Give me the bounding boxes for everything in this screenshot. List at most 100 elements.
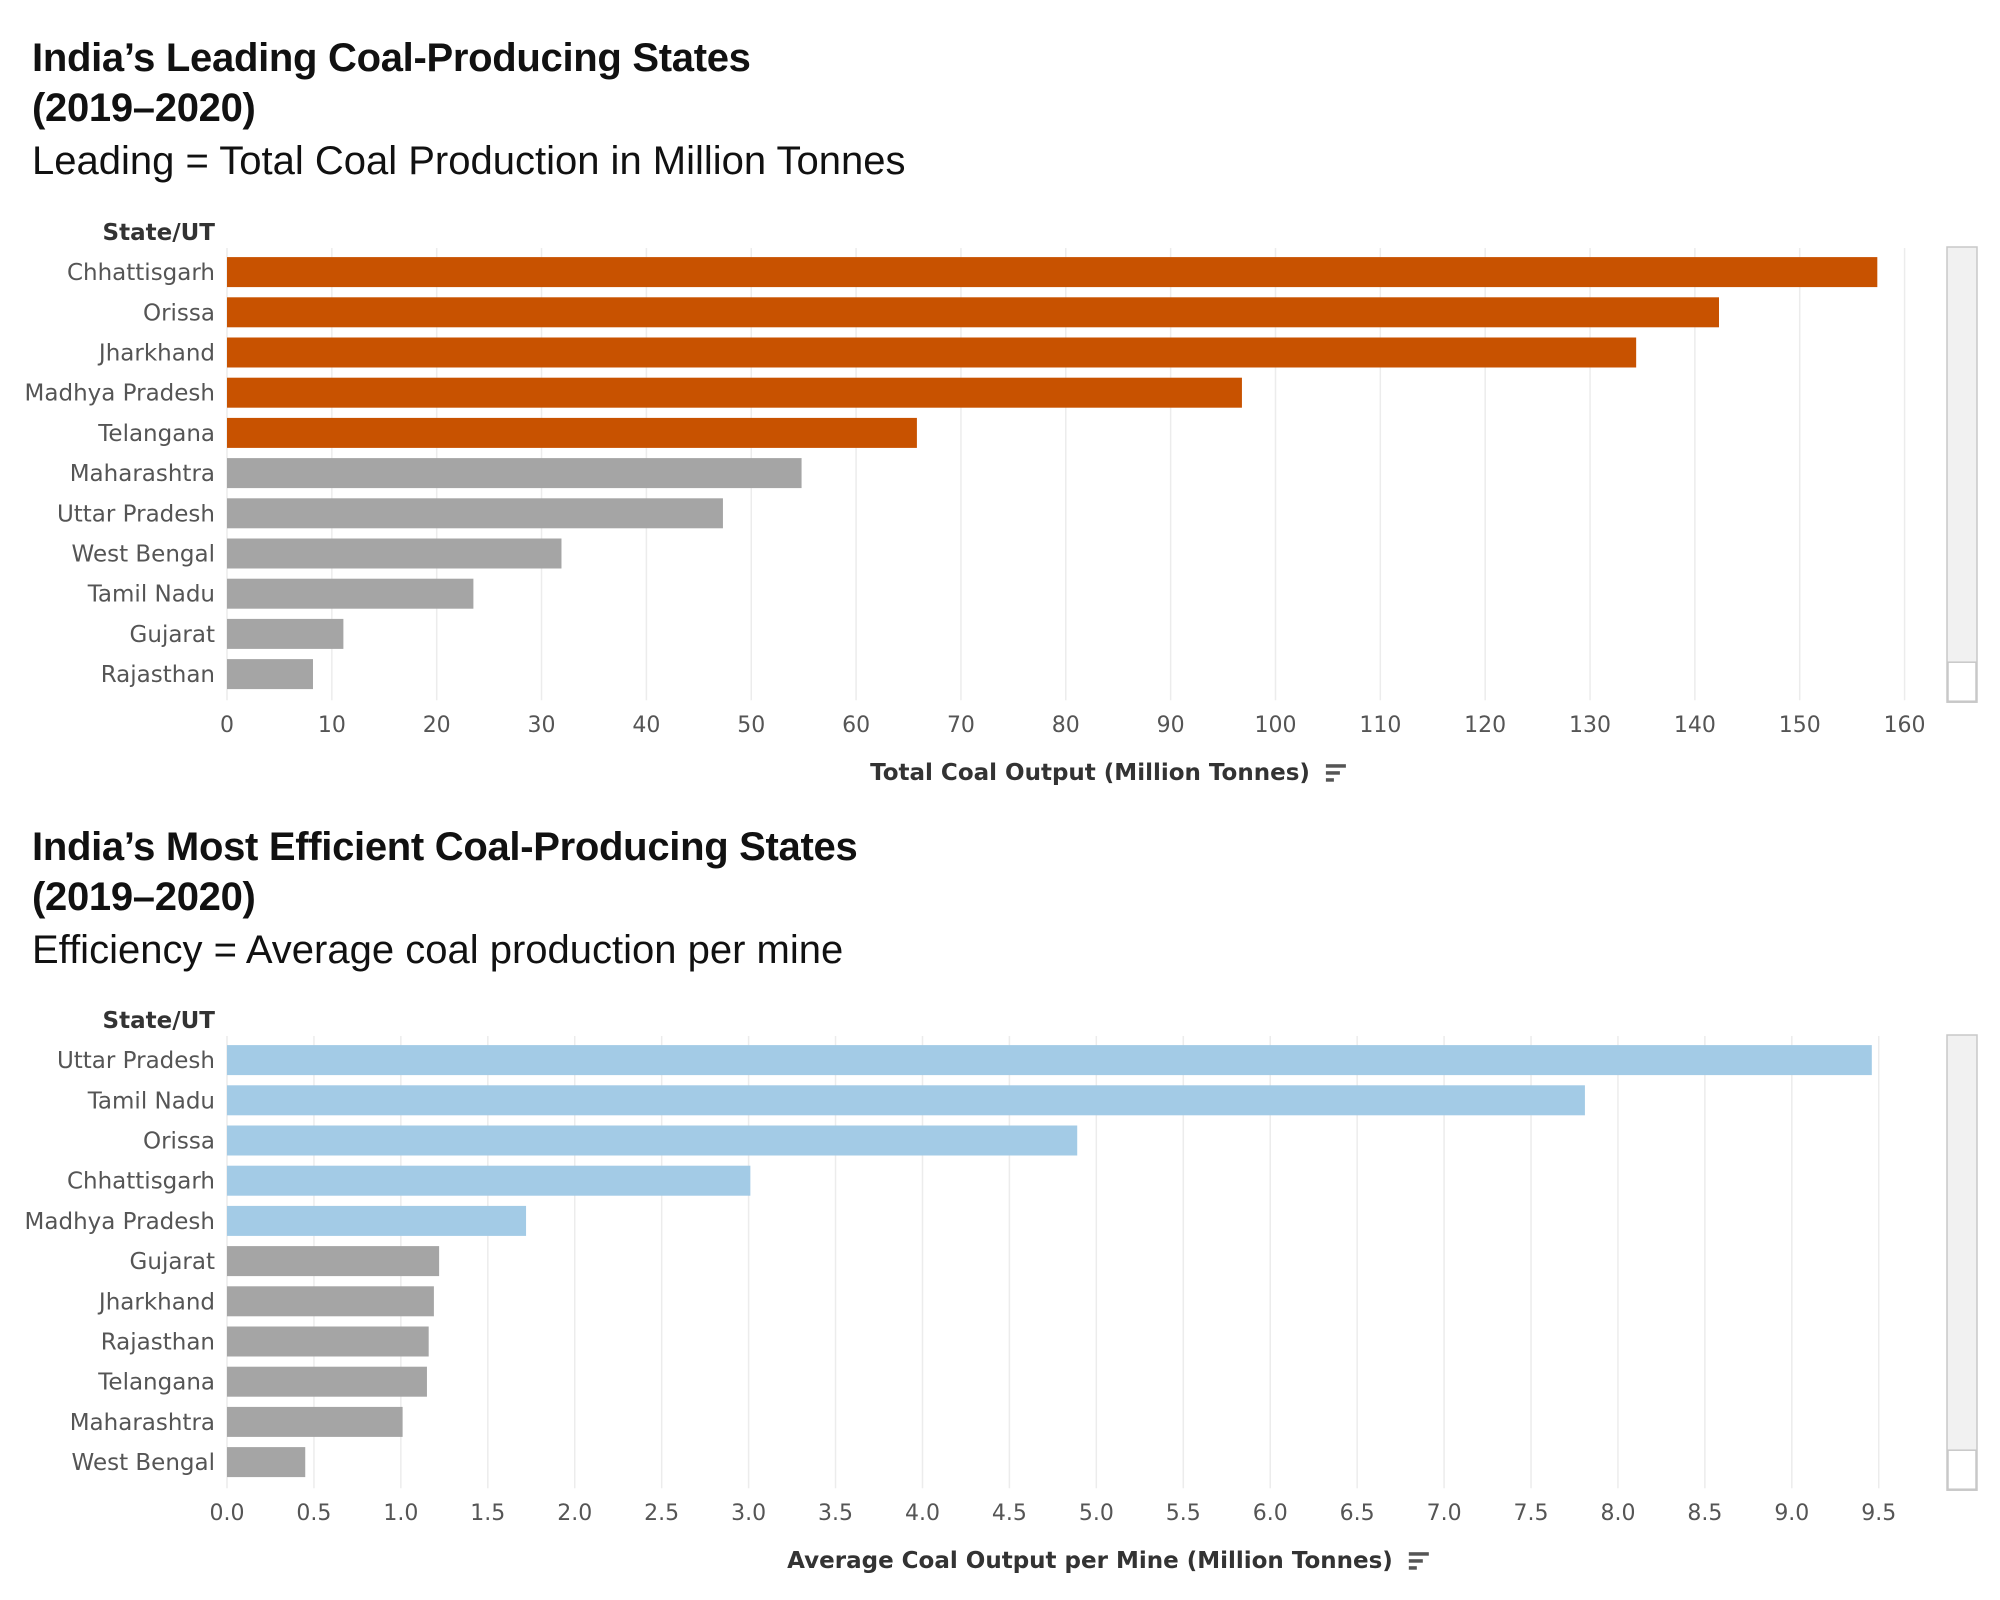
scrollbar-track[interactable]: [1946, 246, 1978, 703]
scrollbar-thumb[interactable]: [1947, 661, 1977, 702]
category-label: Uttar Pradesh: [57, 501, 215, 527]
x-tick-label: 90: [1157, 713, 1185, 738]
x-tick-label: 40: [632, 713, 660, 738]
category-label: Madhya Pradesh: [25, 381, 215, 407]
x-tick-label: 110: [1359, 713, 1401, 738]
x-tick-label: 20: [423, 713, 451, 738]
x-tick-label: 2.0: [557, 1501, 592, 1526]
x-axis-title: Total Coal Output (Million Tonnes): [870, 760, 1310, 786]
x-tick-label: 2.5: [644, 1501, 679, 1526]
category-label: Orissa: [143, 300, 215, 326]
x-tick-label: 8.5: [1687, 1501, 1722, 1526]
chart1-subtitle: Leading = Total Coal Production in Milli…: [32, 139, 906, 183]
efficient-states-bar-chart: State/UT Uttar Pradesh Tamil Nadu Orissa Chh…: [25, 1008, 1978, 1574]
bar-jharkhand[interactable]: [227, 337, 1637, 368]
x-tick-label: 6.5: [1340, 1501, 1375, 1526]
x-tick-label: 150: [1779, 713, 1821, 738]
bar-maharashtra[interactable]: [227, 1406, 403, 1437]
bar-uttar-pradesh[interactable]: [227, 498, 723, 529]
bar-rajasthan[interactable]: [227, 1326, 429, 1357]
bar-telangana[interactable]: [227, 1366, 427, 1397]
chart2-title-line2: (2019–2020): [32, 875, 256, 919]
category-label: Telangana: [97, 1370, 215, 1396]
x-axis-title: Average Coal Output per Mine (Million To…: [787, 1548, 1393, 1574]
bar-maharashtra[interactable]: [227, 458, 802, 489]
bar-west-bengal[interactable]: [227, 538, 562, 569]
bar-jharkhand[interactable]: [227, 1286, 434, 1317]
sort-icon[interactable]: [1408, 1552, 1429, 1570]
x-tick-label: 1.0: [383, 1501, 418, 1526]
category-label: Gujarat: [130, 1249, 215, 1275]
x-tick-label: 120: [1464, 713, 1506, 738]
x-tick-label: 60: [842, 713, 870, 738]
row-header: State/UT: [103, 1008, 216, 1034]
bar-madhya-pradesh[interactable]: [227, 377, 1242, 408]
x-tick-label: 4.5: [992, 1501, 1027, 1526]
x-tick-label: 5.0: [1079, 1501, 1114, 1526]
x-tick-label: 7.0: [1427, 1501, 1462, 1526]
scrollbar-track[interactable]: [1946, 1034, 1978, 1491]
x-tick-label: 6.0: [1253, 1501, 1288, 1526]
bar-rajasthan[interactable]: [227, 659, 313, 690]
bar-tamil-nadu[interactable]: [227, 578, 474, 609]
x-tick-label: 70: [947, 713, 975, 738]
bar-tamil-nadu[interactable]: [227, 1085, 1585, 1116]
x-tick-label: 140: [1674, 713, 1716, 738]
x-tick-label: 30: [528, 713, 556, 738]
bar-madhya-pradesh[interactable]: [227, 1205, 527, 1236]
x-tick-label: 0.0: [210, 1501, 245, 1526]
bar-west-bengal[interactable]: [227, 1447, 306, 1478]
bar-orissa[interactable]: [227, 1125, 1078, 1156]
category-label: Rajasthan: [101, 1330, 215, 1356]
category-label: Tamil Nadu: [87, 582, 215, 608]
row-header: State/UT: [103, 220, 216, 246]
x-tick-label: 9.5: [1861, 1501, 1896, 1526]
x-tick-label: 0: [220, 713, 234, 738]
category-label: Rajasthan: [101, 662, 215, 688]
bar-orissa[interactable]: [227, 297, 1719, 328]
x-tick-label: 5.5: [1166, 1501, 1201, 1526]
x-tick-label: 0.5: [296, 1501, 331, 1526]
scrollbar-thumb[interactable]: [1947, 1449, 1977, 1490]
sort-icon[interactable]: [1325, 764, 1346, 782]
category-label: Jharkhand: [97, 1289, 215, 1315]
category-label: Orissa: [143, 1129, 215, 1155]
category-label: Maharashtra: [70, 1410, 215, 1436]
x-tick-label: 7.5: [1514, 1501, 1549, 1526]
x-tick-label: 10: [318, 713, 346, 738]
chart1-title: India’s Leading Coal-Producing States (2…: [32, 33, 751, 133]
chart2-title: India’s Most Efficient Coal-Producing St…: [32, 822, 858, 922]
x-tick-label: 80: [1052, 713, 1080, 738]
category-label: West Bengal: [72, 1450, 215, 1476]
x-tick-label: 1.5: [470, 1501, 505, 1526]
x-tick-label: 4.0: [905, 1501, 940, 1526]
x-tick-label: 50: [737, 713, 765, 738]
category-label: Gujarat: [130, 622, 215, 648]
category-label: Jharkhand: [97, 341, 215, 367]
category-label: Uttar Pradesh: [57, 1048, 215, 1074]
category-label: Madhya Pradesh: [25, 1209, 215, 1235]
category-label: Chhattisgarh: [67, 1169, 215, 1195]
chart1-title-line2: (2019–2020): [32, 86, 256, 130]
bar-uttar-pradesh[interactable]: [227, 1045, 1872, 1076]
x-tick-label: 3.5: [818, 1501, 853, 1526]
bar-gujarat[interactable]: [227, 1246, 440, 1277]
chart2-subtitle: Efficiency = Average coal production per…: [32, 928, 844, 972]
leading-states-bar-chart: State/UT Chhattisgarh Orissa Jharkhand Madhy…: [25, 220, 1978, 786]
x-tick-label: 160: [1884, 713, 1926, 738]
category-label: Telangana: [97, 421, 215, 447]
category-label: Tamil Nadu: [87, 1088, 215, 1114]
bar-gujarat[interactable]: [227, 618, 344, 649]
category-label: Chhattisgarh: [67, 260, 215, 286]
x-tick-label: 130: [1569, 713, 1611, 738]
bar-chhattisgarh[interactable]: [227, 257, 1878, 288]
chart2-title-line1: India’s Most Efficient Coal-Producing St…: [32, 825, 858, 869]
category-label: West Bengal: [72, 542, 215, 568]
bar-telangana[interactable]: [227, 417, 917, 448]
x-tick-label: 8.0: [1600, 1501, 1635, 1526]
chart1-title-line1: India’s Leading Coal-Producing States: [32, 36, 751, 80]
x-tick-label: 100: [1254, 713, 1296, 738]
bar-chhattisgarh[interactable]: [227, 1165, 751, 1196]
x-tick-label: 9.0: [1774, 1501, 1809, 1526]
category-label: Maharashtra: [70, 461, 215, 487]
